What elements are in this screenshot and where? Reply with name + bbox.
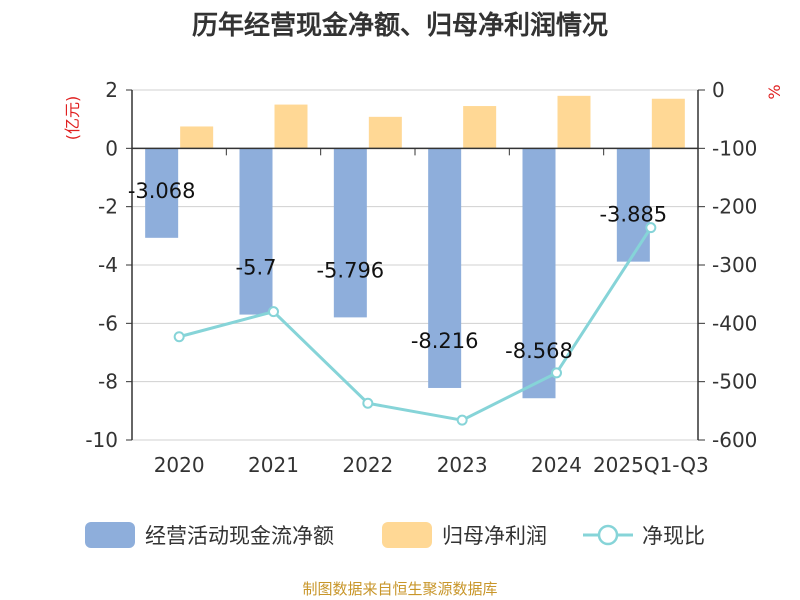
bar-cashflow xyxy=(428,148,462,388)
legend: 经营活动现金流净额 归母净利润 净现比 xyxy=(85,522,705,548)
ratio-point xyxy=(645,222,657,234)
ratio-line xyxy=(178,226,653,422)
x-tick-label: 2023 xyxy=(437,453,488,477)
grid-layer xyxy=(132,89,698,441)
left-tick-label: -2 xyxy=(98,195,118,219)
ratio-point xyxy=(551,367,562,379)
legend-label-net-profit: 归母净利润 xyxy=(442,524,547,548)
bar-net-profit xyxy=(463,106,497,149)
right-tick-label: -600 xyxy=(712,428,757,452)
bar-cashflow xyxy=(239,148,273,315)
data-label: -5.7 xyxy=(236,256,277,280)
left-tick-label: 2 xyxy=(105,78,118,102)
ratio-point xyxy=(456,414,468,426)
legend-swatch-net-profit xyxy=(382,522,432,548)
left-tick-label: -8 xyxy=(98,370,118,394)
legend-label-cashflow: 经营活动现金流净额 xyxy=(145,524,334,548)
right-tick-label: -400 xyxy=(712,311,757,335)
ratio-point xyxy=(362,397,374,409)
bar-net-profit xyxy=(651,98,685,149)
x-tick-label: 2025Q1-Q3 xyxy=(593,453,709,477)
right-tick-label: -300 xyxy=(712,253,757,277)
left-axis-unit: (亿元) xyxy=(63,96,82,141)
bar-cashflow xyxy=(145,148,179,238)
ratio-point xyxy=(173,331,185,343)
legend-swatch-ratio-marker xyxy=(597,524,619,546)
chart-title: 历年经营现金净额、归母净利润情况 xyxy=(192,10,608,41)
right-axis-unit: % xyxy=(765,84,784,99)
left-tick-label: 0 xyxy=(105,136,118,160)
legend-label-ratio: 净现比 xyxy=(642,524,705,548)
right-tick-label: -200 xyxy=(712,195,757,219)
bars-layer xyxy=(145,95,685,399)
bar-cashflow xyxy=(333,148,367,318)
x-tick-label: 2020 xyxy=(154,453,205,477)
ratio-point xyxy=(268,306,279,318)
bar-net-profit xyxy=(368,116,402,149)
x-tick-label: 2024 xyxy=(531,453,582,477)
left-tick-label: -10 xyxy=(85,428,118,452)
right-tick-label: -100 xyxy=(712,136,757,160)
source-note: 制图数据来自恒生聚源数据库 xyxy=(302,580,497,598)
data-label: -8.216 xyxy=(411,329,479,353)
data-label: -3.885 xyxy=(599,203,667,227)
x-tick-label: 2021 xyxy=(248,453,299,477)
bar-net-profit xyxy=(274,104,308,149)
data-label: -3.068 xyxy=(128,179,196,203)
left-tick-label: -6 xyxy=(98,311,118,335)
data-label: -5.796 xyxy=(316,258,384,282)
bar-net-profit xyxy=(180,126,214,149)
right-tick-label: -500 xyxy=(712,370,757,394)
bar-cashflow xyxy=(616,148,650,262)
left-tick-label: -4 xyxy=(98,253,118,277)
data-label: -8.568 xyxy=(505,339,573,363)
bar-net-profit xyxy=(557,95,591,149)
right-tick-label: 0 xyxy=(712,78,725,102)
bar-cashflow xyxy=(522,148,556,399)
line-layer xyxy=(173,222,657,426)
x-tick-label: 2022 xyxy=(342,453,393,477)
legend-swatch-cashflow xyxy=(85,522,135,548)
axis-layer: 20-2-4-6-8-100-100-200-300-400-500-60020… xyxy=(85,78,757,477)
label-layer: -3.068 -5.7 -5.796 -8.216 -8.568 -3.885 xyxy=(128,179,667,363)
